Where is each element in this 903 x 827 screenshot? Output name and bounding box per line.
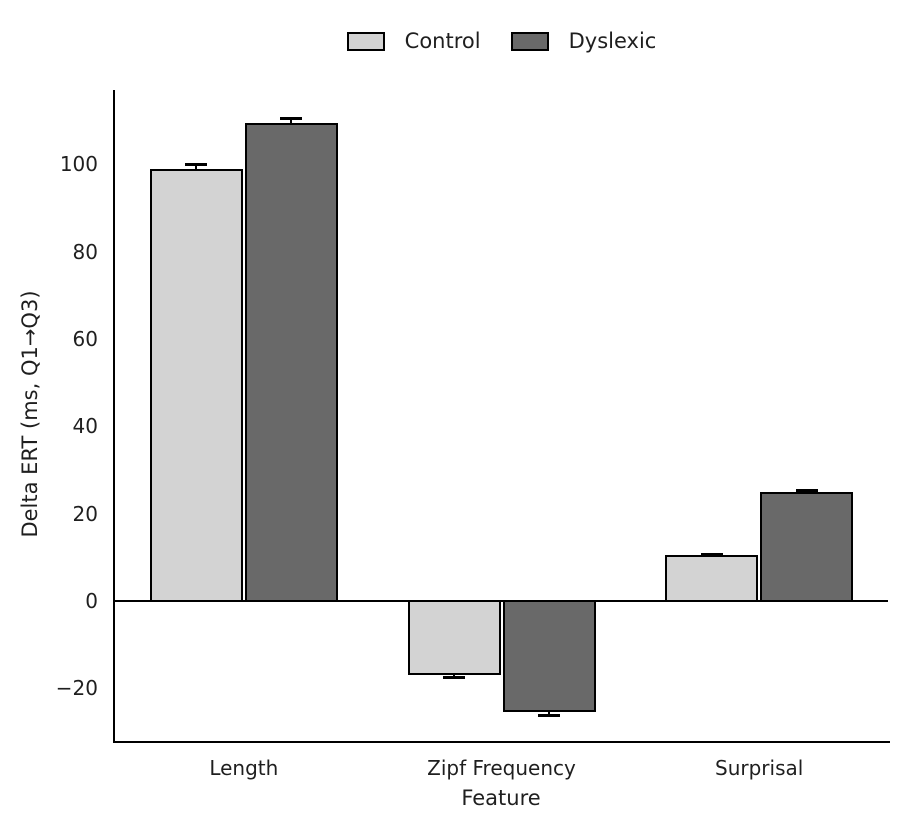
error-cap-dyslexic-0: [280, 117, 303, 121]
x-tick-label-surprisal: Surprisal: [715, 756, 804, 780]
legend-label: Control: [404, 29, 481, 53]
x-axis-label: Feature: [461, 786, 541, 810]
error-bar-dyslexic-0: [290, 118, 293, 125]
error-cap-control-0: [185, 163, 208, 167]
y-tick-label--20: −20: [55, 676, 98, 701]
y-tick-label-0: 0: [85, 589, 98, 614]
y-tick-label-20: 20: [72, 501, 98, 526]
error-cap-control-2: [700, 552, 723, 556]
bar-dyslexic-zipf-frequency: [502, 600, 596, 713]
y-axis-spine: [113, 90, 115, 743]
bar-dyslexic-surprisal: [760, 491, 854, 602]
error-cap-dyslexic-1: [538, 713, 560, 717]
bar-control-zipf-frequency: [407, 600, 501, 676]
y-tick-label-100: 100: [59, 152, 98, 177]
x-axis-spine: [113, 741, 890, 743]
legend-swatch-icon: [510, 31, 549, 51]
legend-label: Dyslexic: [568, 29, 657, 53]
bar-control-surprisal: [665, 555, 759, 602]
y-tick-label-60: 60: [72, 326, 98, 351]
x-tick-label-zipf-frequency: Zipf Frequency: [427, 756, 576, 780]
legend-item-control: Control: [346, 29, 481, 53]
error-bar-dyslexic-2: [805, 489, 808, 494]
error-bar-dyslexic-1: [548, 710, 550, 715]
legend-swatch-icon: [346, 31, 385, 51]
error-cap-dyslexic-2: [795, 488, 818, 492]
legend-item-dyslexic: Dyslexic: [510, 29, 657, 53]
y-axis-label: Delta ERT (ms, Q1→Q3): [18, 290, 42, 538]
error-cap-control-1: [443, 676, 465, 680]
y-tick-label-40: 40: [72, 414, 98, 439]
legend: Control Dyslexic: [115, 29, 888, 53]
error-bar-control-1: [453, 673, 455, 678]
error-bar-control-0: [195, 164, 198, 171]
bar-control-length: [149, 168, 243, 602]
x-tick-label-length: Length: [209, 756, 279, 780]
bar-dyslexic-length: [244, 122, 338, 602]
y-tick-label-80: 80: [72, 239, 98, 264]
zero-line: [115, 600, 888, 602]
